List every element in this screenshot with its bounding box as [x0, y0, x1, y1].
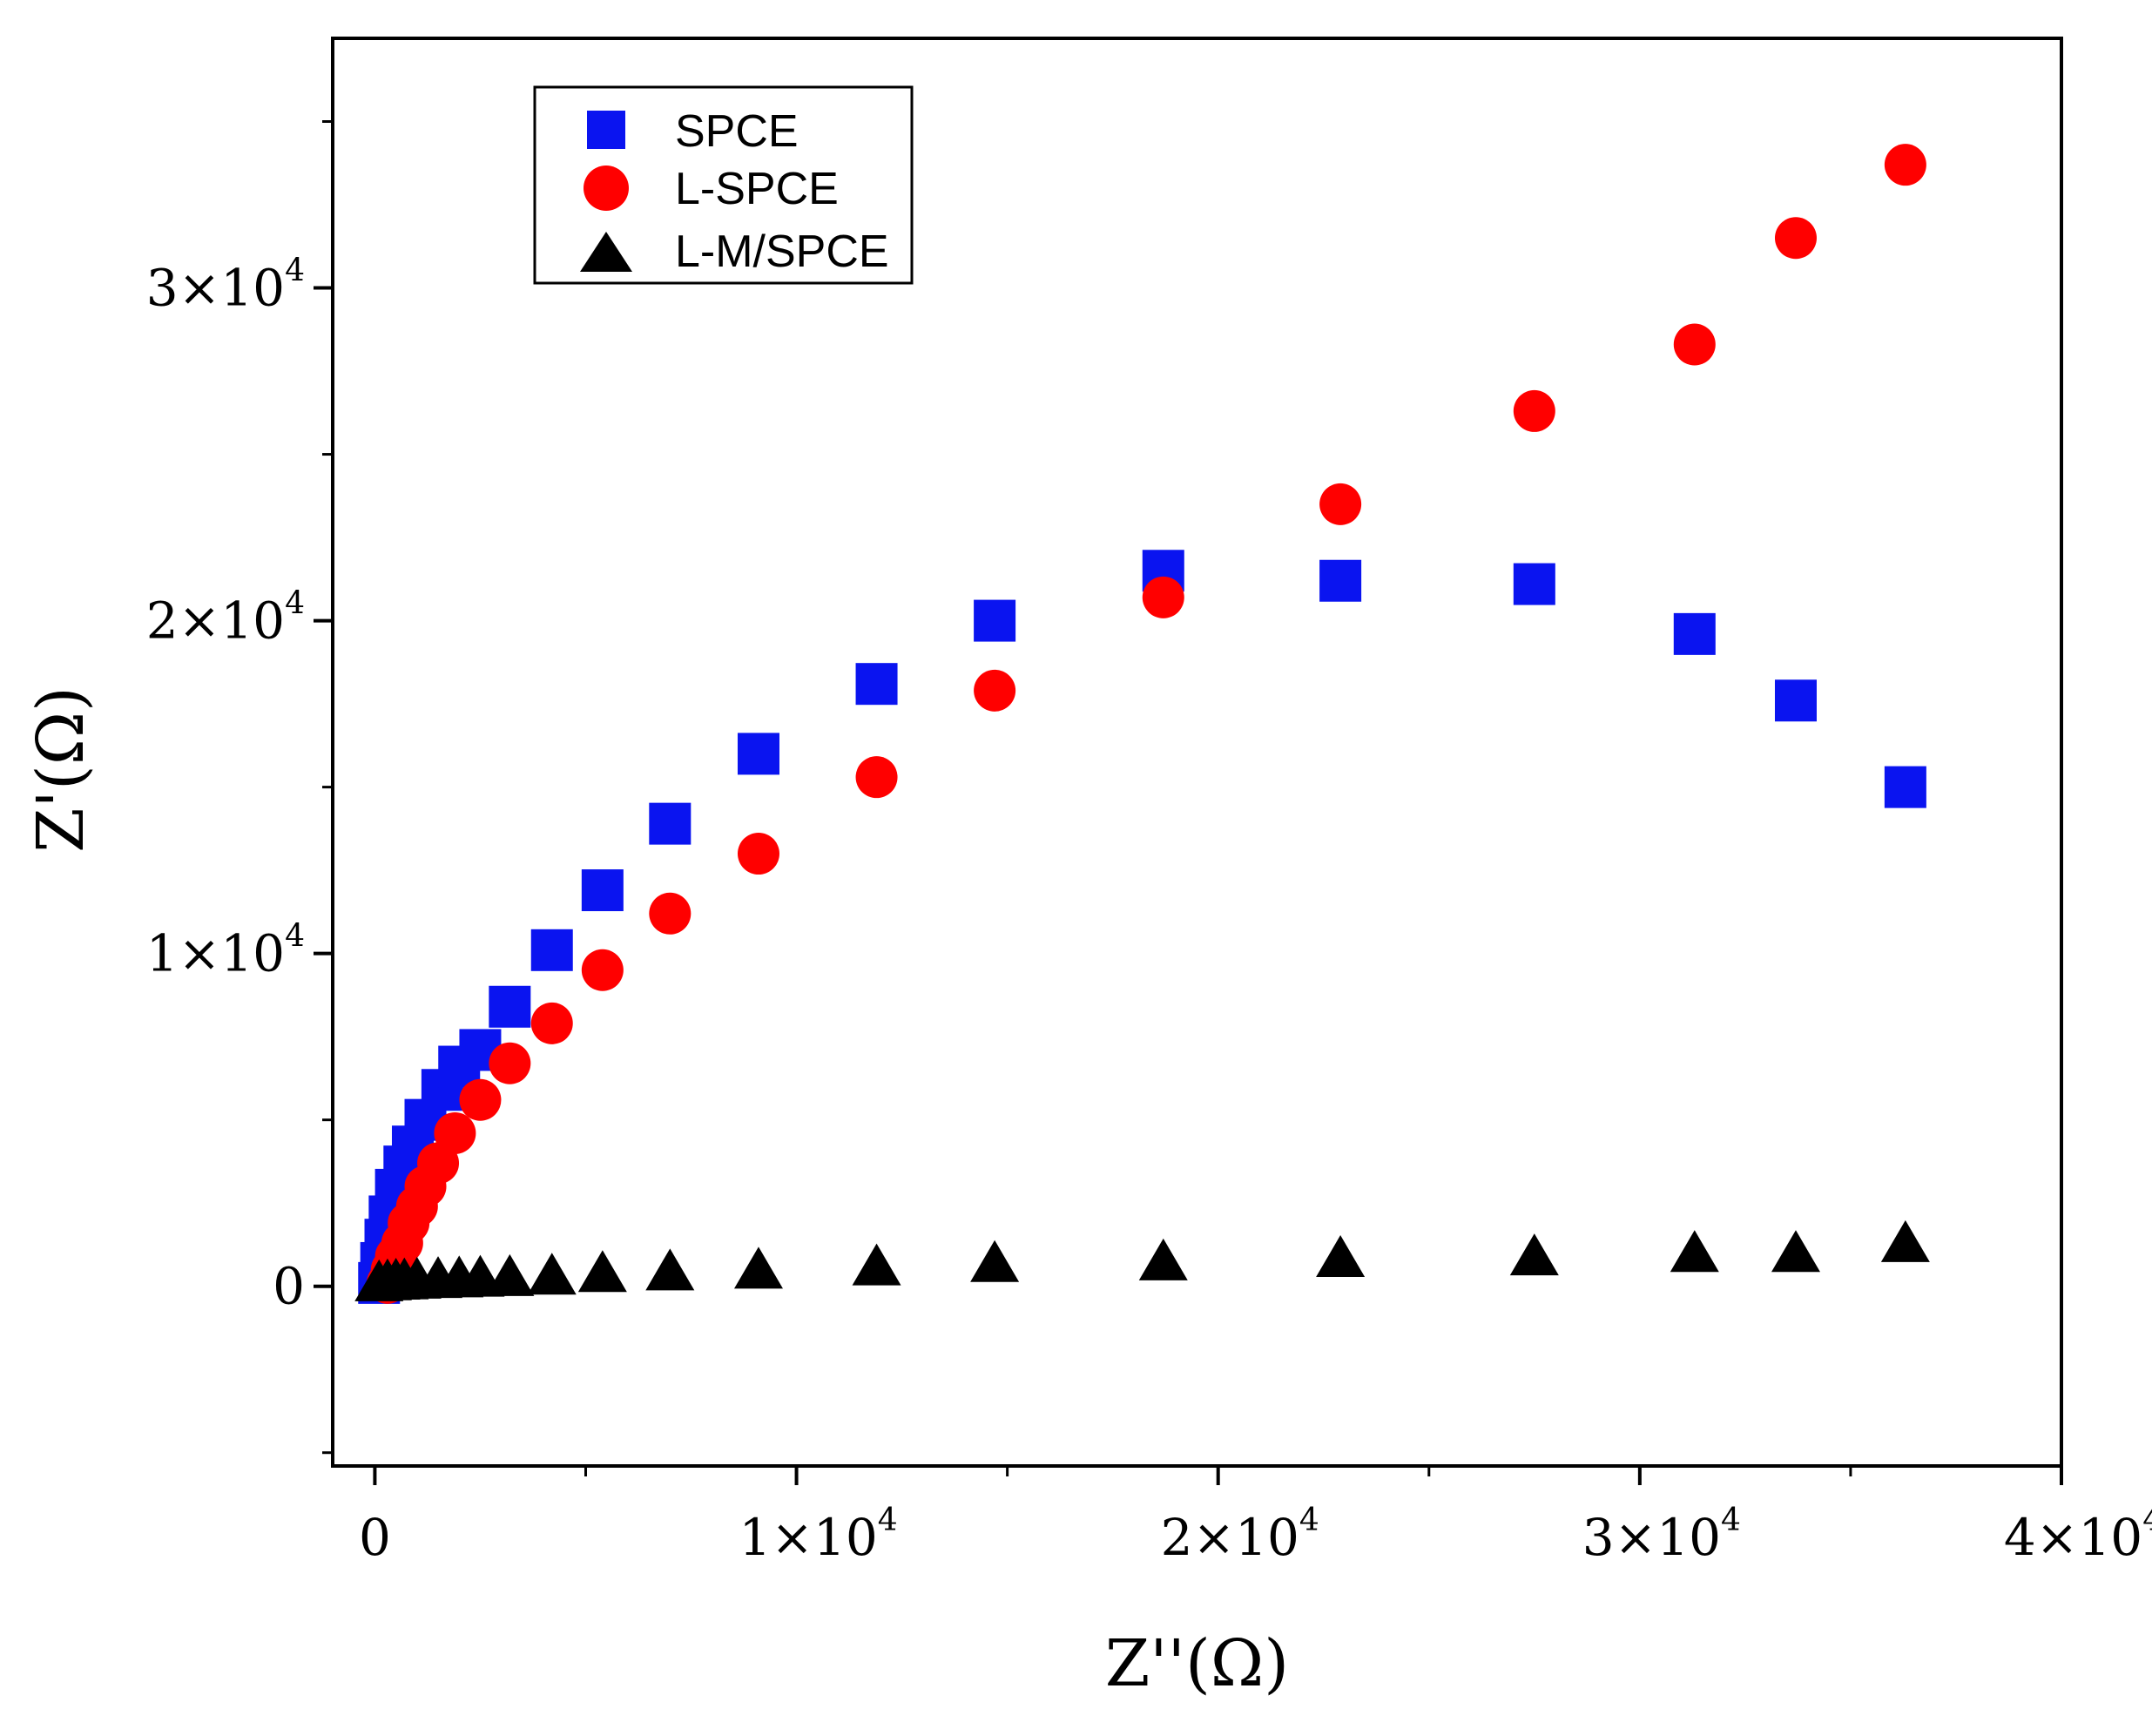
point-spce	[1319, 559, 1362, 602]
point-l-m-spce	[1509, 1233, 1559, 1276]
y-tick-label: 1×104	[146, 919, 305, 983]
point-l-spce	[649, 892, 691, 935]
legend: SPCE L-SPCE L-M/SPCE	[533, 85, 914, 285]
point-l-m-spce	[527, 1253, 577, 1295]
point-l-m-spce	[1138, 1238, 1188, 1280]
point-l-m-spce	[733, 1246, 783, 1289]
point-l-m-spce	[485, 1253, 535, 1296]
point-l-spce	[1774, 217, 1817, 260]
point-spce	[855, 663, 898, 706]
point-l-spce	[459, 1078, 502, 1121]
point-spce	[649, 802, 691, 845]
legend-label-l-spce: L-SPCE	[675, 164, 839, 214]
point-spce	[530, 929, 573, 971]
legend-marker-l-spce	[584, 165, 629, 211]
y-tick-label: 2×104	[146, 586, 305, 651]
x-tick-label: 3×104	[1582, 1503, 1741, 1567]
x-tick-label: 2×104	[1161, 1503, 1319, 1567]
point-l-spce	[1142, 576, 1184, 618]
point-spce	[1513, 563, 1555, 605]
point-l-spce	[855, 756, 898, 799]
y-axis-title: Z'(Ω)	[24, 686, 98, 853]
point-spce	[581, 869, 624, 912]
x-tick-label: 1×104	[739, 1503, 897, 1567]
axis-tick-labels: 0 1×104 2×104 3×104 4×104 0 1×104 2×104 3×104	[146, 253, 2152, 1567]
point-l-m-spce	[1670, 1230, 1719, 1273]
point-spce	[1673, 612, 1716, 655]
point-l-m-spce	[970, 1240, 1020, 1282]
point-l-spce	[489, 1042, 531, 1084]
point-l-spce	[434, 1111, 476, 1154]
point-l-spce	[1513, 389, 1555, 432]
point-spce	[489, 985, 531, 1028]
point-l-m-spce	[1771, 1230, 1820, 1273]
point-l-spce	[1673, 323, 1716, 366]
point-l-spce	[530, 1002, 573, 1044]
legend-label-l-m-spce: L-M/SPCE	[675, 226, 889, 277]
legend-label-spce: SPCE	[675, 106, 799, 157]
data-points	[354, 144, 1930, 1304]
point-spce	[974, 599, 1016, 642]
point-l-spce	[737, 833, 779, 875]
point-l-m-spce	[645, 1248, 695, 1291]
legend-marker-l-m-spce	[580, 232, 632, 272]
point-spce	[737, 733, 779, 775]
y-tick-label: 0	[273, 1257, 305, 1316]
legend-marker-spce	[587, 111, 625, 149]
point-l-spce	[974, 669, 1016, 712]
point-l-m-spce	[1316, 1235, 1366, 1278]
point-spce	[1884, 766, 1926, 808]
point-spce	[1774, 679, 1817, 722]
point-l-spce	[1884, 144, 1926, 186]
y-tick-label: 3×104	[146, 253, 305, 318]
point-l-m-spce	[577, 1250, 627, 1293]
point-l-spce	[581, 949, 624, 991]
plot-area-frame	[331, 37, 2063, 1468]
x-axis-title: Z''(Ω)	[1105, 1626, 1289, 1701]
point-l-spce	[1319, 483, 1362, 525]
x-tick-label: 0	[359, 1508, 391, 1567]
x-tick-label: 4×104	[2004, 1503, 2152, 1567]
point-l-m-spce	[852, 1243, 901, 1286]
point-l-m-spce	[1880, 1219, 1930, 1262]
